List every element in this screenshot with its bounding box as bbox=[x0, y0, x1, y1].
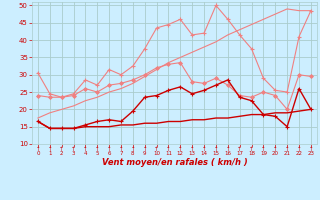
X-axis label: Vent moyen/en rafales ( km/h ): Vent moyen/en rafales ( km/h ) bbox=[101, 158, 247, 167]
